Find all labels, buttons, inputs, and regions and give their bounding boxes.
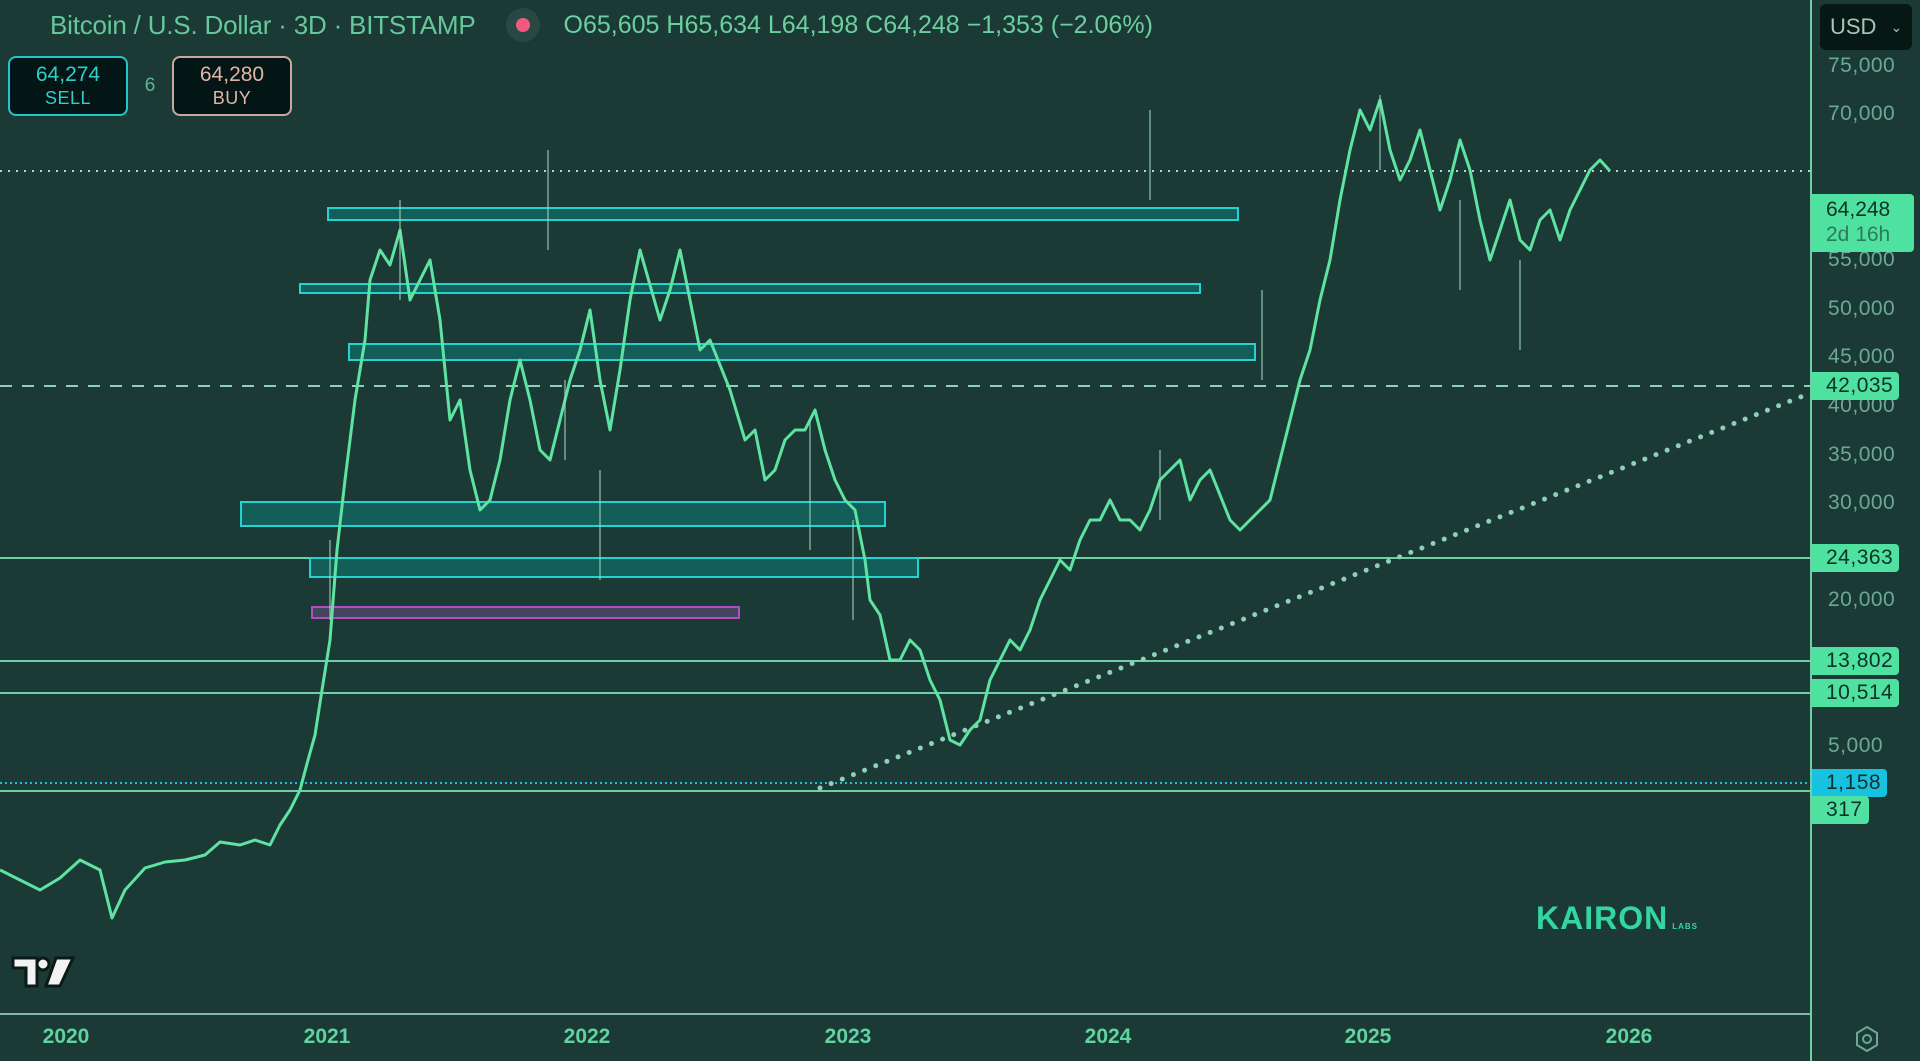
price-tick: 45,000: [1828, 345, 1896, 368]
price-tick: 50,000: [1828, 297, 1896, 320]
price-tick: 30,000: [1828, 491, 1896, 514]
year-label: 2025: [1344, 1025, 1392, 1048]
buy-button[interactable]: 64,280 BUY: [172, 56, 292, 116]
zone-45k: [348, 343, 1256, 361]
kairon-watermark: KAIRON LABS: [1536, 900, 1698, 937]
watermark-brand: KAIRON: [1536, 900, 1669, 936]
zone-52k: [299, 283, 1201, 294]
bar-countdown: 2d 16h: [1826, 223, 1891, 246]
level-tag-10514: 10,514: [1812, 679, 1900, 707]
spread-value: 6: [144, 75, 156, 96]
current-price-tag: 64,248 2d 16h: [1812, 194, 1914, 252]
level-tag-317: 317: [1812, 796, 1869, 824]
settings-icon[interactable]: [1852, 1024, 1882, 1054]
chart-plot-area[interactable]: Bitcoin / U.S. Dollar · 3D · BITSTAMP O6…: [0, 0, 1810, 1013]
zone-60k: [327, 207, 1239, 221]
year-label: 2022: [563, 1025, 611, 1048]
price-tick: 55,000: [1828, 248, 1896, 271]
level-tag-24363: 24,363: [1812, 544, 1900, 572]
level-tag-1158: 1,158: [1812, 769, 1888, 797]
price-tick: 5,000: [1828, 734, 1884, 757]
zone-28k: [240, 501, 886, 527]
chevron-down-icon: ⌄: [1890, 18, 1903, 35]
buy-price: 64,280: [199, 63, 265, 86]
market-status-dot-icon[interactable]: [505, 8, 540, 42]
chart-legend-header: Bitcoin / U.S. Dollar · 3D · BITSTAMP O6…: [50, 8, 1153, 42]
price-series: [0, 98, 1612, 920]
year-label: 2021: [303, 1025, 351, 1048]
year-label: 2024: [1084, 1025, 1132, 1048]
current-price-value: 64,248: [1826, 198, 1891, 221]
currency-selector[interactable]: USD ⌄: [1820, 4, 1912, 50]
year-label: 2020: [42, 1025, 90, 1048]
price-axis[interactable]: [1810, 0, 1920, 1061]
zone-23k: [309, 557, 919, 578]
level-tag-42035: 42,035: [1812, 372, 1900, 400]
candle-wicks: [329, 95, 1521, 620]
price-tick: 70,000: [1828, 102, 1896, 125]
sell-button[interactable]: 64,274 SELL: [8, 56, 128, 116]
zone-18k-purple: [311, 606, 740, 619]
symbol-title: Bitcoin / U.S. Dollar · 3D · BITSTAMP: [50, 9, 476, 40]
year-label: 2023: [824, 1025, 872, 1048]
year-label: 2026: [1605, 1025, 1653, 1048]
sell-price: 64,274: [35, 63, 101, 86]
buy-label: BUY: [212, 88, 252, 108]
level-tag-13802: 13,802: [1812, 647, 1900, 675]
tradingview-logo-icon[interactable]: [10, 952, 76, 990]
currency-label: USD: [1830, 14, 1877, 39]
chart-canvas[interactable]: [0, 0, 1810, 1013]
time-axis[interactable]: [0, 1013, 1810, 1061]
sell-label: SELL: [44, 88, 92, 108]
trade-panel: 64,274 SELL 6 64,280 BUY: [0, 56, 292, 116]
price-tick: 35,000: [1828, 443, 1896, 466]
price-tick: 75,000: [1828, 54, 1896, 77]
price-tick: 20,000: [1828, 588, 1896, 611]
ohlc-values: O65,605 H65,634 L64,198 C64,248 −1,353 (…: [563, 10, 1153, 39]
trendline-dotted: [817, 391, 1810, 791]
watermark-sub: LABS: [1672, 922, 1698, 931]
